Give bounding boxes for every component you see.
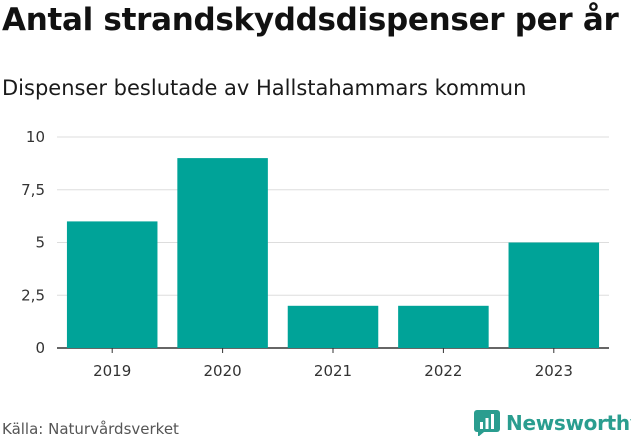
bar-2019	[66, 221, 158, 348]
brand-name: Newsworthy	[506, 411, 631, 435]
x-tick-label: 2022	[424, 362, 462, 380]
bar-2020	[177, 158, 268, 348]
y-tick-label: 0	[35, 339, 45, 357]
x-tick-label: 2019	[93, 362, 131, 380]
y-tick-label: 5	[35, 234, 45, 252]
x-tick-label: 2021	[314, 362, 352, 380]
chart-title: Antal strandskyddsdispenser per år	[2, 2, 619, 38]
y-tick-label: 7,5	[21, 181, 45, 199]
bar-2023	[508, 242, 600, 348]
bar-chart: 0 2,5 5 7,5 10 2019 2020 2021 2022 2023	[21, 128, 609, 380]
bar-2021	[287, 305, 379, 348]
x-tick-label: 2023	[535, 362, 573, 380]
newsworthy-logo-icon	[474, 410, 500, 436]
x-tick-label: 2020	[204, 362, 242, 380]
chart-subtitle: Dispenser beslutade av Hallstahammars ko…	[2, 76, 527, 100]
brand-logo: Newsworthy	[474, 409, 631, 437]
y-tick-label: 2,5	[21, 286, 45, 304]
source-note: Källa: Naturvårdsverket	[2, 420, 179, 438]
bar-2022	[398, 305, 489, 348]
y-tick-label: 10	[26, 128, 45, 146]
